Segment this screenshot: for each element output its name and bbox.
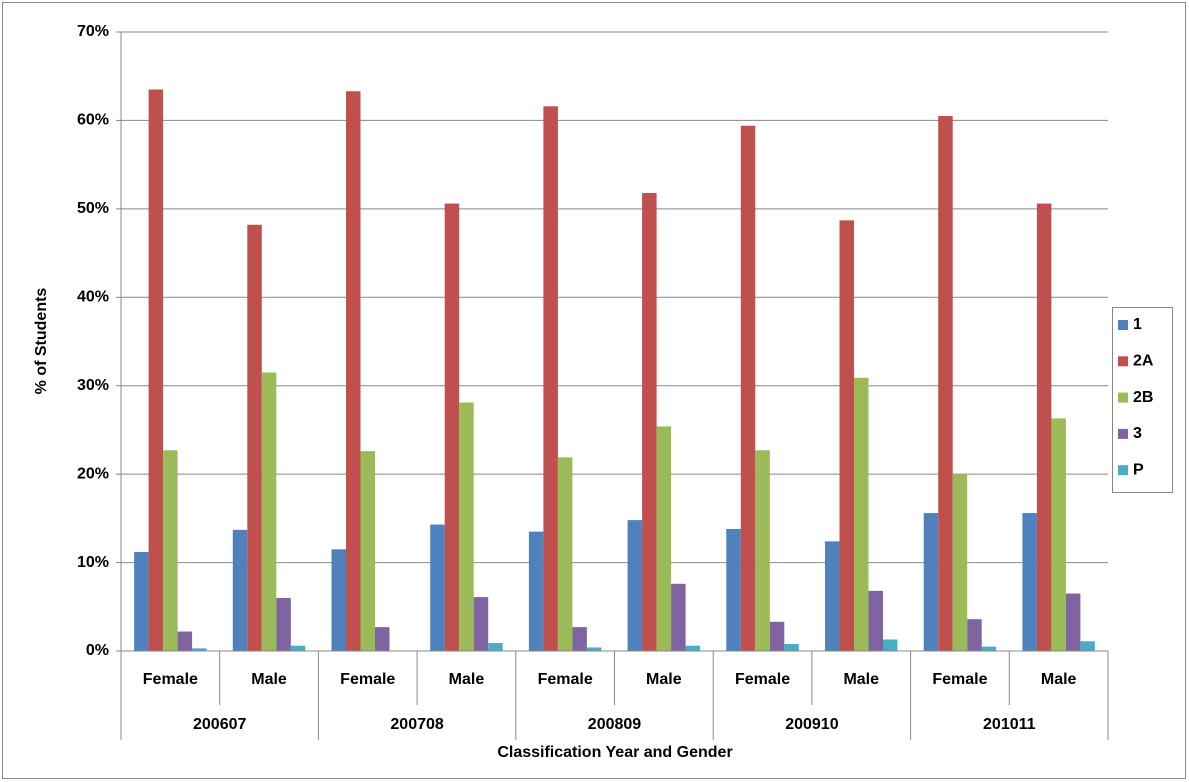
bar <box>488 643 503 651</box>
bar <box>148 89 164 651</box>
bar <box>586 647 602 651</box>
bar <box>656 426 672 651</box>
bar <box>247 224 262 651</box>
bar <box>261 372 277 651</box>
bar <box>854 377 869 651</box>
bar <box>232 529 248 651</box>
bar <box>1022 513 1037 651</box>
bar <box>134 551 149 651</box>
bar <box>543 106 558 651</box>
y-tick-label: 0% <box>86 642 109 659</box>
x-tick-label: Male <box>449 671 485 688</box>
bar <box>177 631 193 651</box>
bar <box>740 125 756 652</box>
bar <box>1036 203 1052 651</box>
x-tick-label: Male <box>1041 671 1077 688</box>
bar <box>430 524 445 651</box>
y-tick-label: 60% <box>77 112 109 129</box>
legend-swatch <box>1118 356 1128 367</box>
bar <box>627 520 643 651</box>
bar <box>360 451 375 651</box>
legend-swatch <box>1118 320 1128 330</box>
legend-label: 1 <box>1133 316 1142 333</box>
bar <box>444 203 460 651</box>
y-tick-label: 40% <box>77 289 109 306</box>
bar <box>163 450 178 651</box>
bar <box>784 643 799 651</box>
x-tick-label: Male <box>843 671 879 688</box>
y-tick-label: 70% <box>77 23 109 40</box>
x-tick-label: Male <box>646 671 682 688</box>
x-tick-label: Female <box>538 671 593 688</box>
bar <box>459 402 474 651</box>
bar <box>192 648 207 651</box>
y-axis-title: % of Students <box>33 288 50 395</box>
bar <box>331 549 346 651</box>
bar <box>952 474 968 651</box>
bar <box>825 541 840 651</box>
legend-label: P <box>1133 461 1144 478</box>
y-tick-label: 50% <box>77 200 109 217</box>
bar <box>839 220 854 652</box>
x-tick-label: Female <box>143 671 198 688</box>
bar <box>290 645 306 651</box>
bar <box>883 639 898 651</box>
bar <box>375 627 390 651</box>
bar <box>726 528 741 651</box>
bar <box>642 192 657 651</box>
x-tick-label: Male <box>251 671 287 688</box>
bar <box>1065 593 1081 651</box>
x-tick-label: Female <box>932 671 987 688</box>
legend-label: 2B <box>1133 389 1153 406</box>
y-tick-label: 30% <box>77 377 109 394</box>
bar <box>769 621 785 651</box>
group-label: 200809 <box>588 716 641 733</box>
group-label: 200708 <box>390 716 443 733</box>
bar <box>346 91 361 652</box>
legend-label: 2A <box>1133 353 1154 370</box>
bar <box>557 457 573 651</box>
y-tick-label: 10% <box>77 554 109 571</box>
x-axis-title: Classification Year and Gender <box>497 744 732 761</box>
legend-label: 3 <box>1133 425 1142 442</box>
legend-swatch <box>1118 465 1128 476</box>
bar <box>276 597 291 651</box>
legend-swatch <box>1118 392 1128 403</box>
bar <box>685 645 701 651</box>
x-tick-label: Female <box>340 671 395 688</box>
bar <box>967 619 982 651</box>
x-tick-label: Female <box>735 671 790 688</box>
bar <box>473 597 489 651</box>
bar <box>1051 418 1066 651</box>
group-label: 201011 <box>983 716 1036 733</box>
bar <box>572 627 587 651</box>
bar <box>671 583 686 651</box>
legend-swatch <box>1118 428 1128 439</box>
group-label: 200910 <box>785 716 838 733</box>
bar <box>1080 641 1095 651</box>
group-label: 200607 <box>193 716 246 733</box>
y-tick-label: 20% <box>77 465 109 482</box>
bar <box>868 590 883 651</box>
bar <box>528 531 544 651</box>
bar <box>938 116 953 651</box>
bar <box>981 646 997 651</box>
bar <box>923 513 939 651</box>
bar <box>755 450 770 651</box>
